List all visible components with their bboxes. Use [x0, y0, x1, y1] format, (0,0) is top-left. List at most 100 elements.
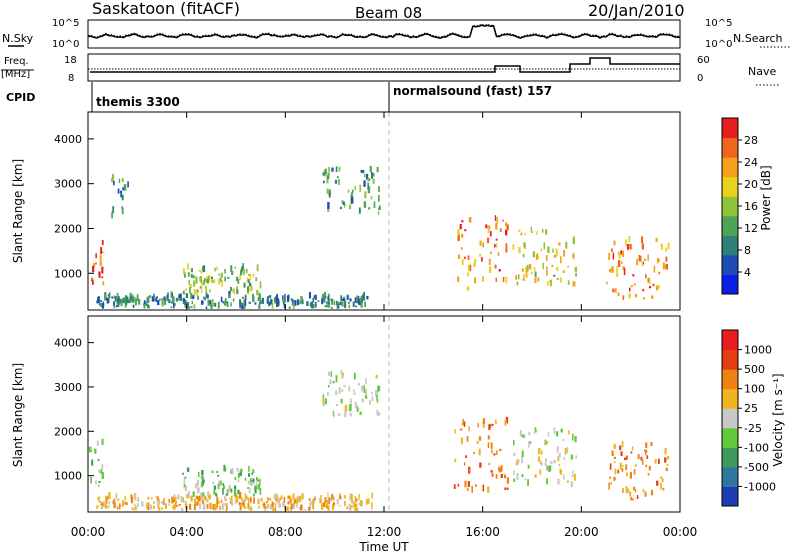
data-cell [665, 256, 668, 262]
data-cell [326, 304, 328, 307]
data-cell [562, 439, 565, 442]
data-cell [524, 232, 527, 236]
data-cell [124, 495, 126, 501]
data-cell [100, 503, 103, 507]
data-cell [539, 460, 542, 464]
nsky-series [87, 24, 680, 39]
data-cell [220, 272, 223, 278]
data-cell [113, 502, 116, 509]
data-cell [329, 379, 332, 385]
data-cell [118, 178, 121, 183]
data-cell [225, 509, 228, 511]
freq-panel-frame [87, 53, 681, 82]
data-cell [343, 201, 345, 205]
data-cell [108, 292, 111, 298]
data-cell [297, 299, 299, 306]
data-cell [310, 501, 313, 506]
data-cell [236, 495, 239, 503]
data-cell [321, 301, 323, 305]
data-cell [461, 259, 464, 265]
data-cell [107, 295, 110, 300]
colorbar-swatch [722, 176, 738, 197]
data-cell [355, 296, 358, 304]
data-cell [98, 469, 100, 473]
data-cell [478, 448, 481, 456]
data-cell [344, 404, 348, 412]
data-cell [457, 254, 461, 259]
data-cell [202, 280, 205, 285]
data-cell [541, 228, 544, 233]
data-cell [363, 291, 365, 299]
data-cell [556, 278, 559, 280]
data-cell [249, 273, 252, 280]
data-cell [153, 299, 155, 301]
data-cell [162, 300, 164, 307]
data-cell [460, 247, 463, 250]
data-cell [547, 281, 549, 286]
data-cell [238, 492, 242, 499]
data-cell [308, 498, 311, 501]
data-cell [216, 497, 219, 505]
data-cell [628, 235, 631, 243]
data-cell [457, 483, 460, 487]
data-cell [215, 505, 218, 509]
data-cell [202, 266, 205, 271]
data-cell [347, 301, 350, 305]
data-cell [101, 464, 104, 470]
data-cell [113, 295, 116, 299]
data-cell [193, 503, 196, 511]
data-cell [210, 276, 213, 280]
data-cell [157, 300, 160, 306]
data-cell [322, 403, 325, 407]
data-cell [247, 480, 250, 485]
data-cell [547, 431, 550, 437]
data-cell [244, 477, 247, 481]
data-cell [148, 502, 150, 506]
data-cell [209, 302, 212, 307]
data-cell [358, 502, 361, 506]
data-cell [195, 276, 198, 284]
data-cell [112, 206, 115, 214]
velocity-colorbar-label: Velocity [m s⁻¹] [771, 373, 785, 466]
data-cell [361, 385, 363, 392]
data-cell [359, 411, 362, 416]
data-cell [648, 466, 651, 471]
data-cell [190, 495, 193, 502]
data-cell [231, 468, 234, 475]
data-cell [98, 271, 101, 278]
data-cell [234, 498, 237, 505]
data-cell [490, 449, 493, 454]
x-tick-label: 12:00 [367, 525, 402, 539]
data-cell [352, 301, 355, 307]
data-cell [617, 260, 621, 267]
data-cell [256, 477, 259, 481]
data-cell [219, 505, 222, 510]
data-cell [99, 254, 102, 260]
freq-label-2: [MHz] [1, 69, 30, 80]
data-cell [490, 470, 493, 473]
data-cell [275, 296, 277, 302]
data-cell [173, 494, 176, 499]
data-cell [521, 268, 524, 272]
data-cell [231, 495, 233, 503]
data-cell [247, 279, 250, 283]
data-cell [296, 496, 299, 504]
data-cell [336, 404, 338, 407]
data-cell [461, 220, 464, 223]
data-cell [127, 181, 129, 188]
data-cell [505, 222, 508, 226]
data-cell [296, 502, 298, 508]
data-cell [252, 493, 255, 497]
data-cell [482, 420, 485, 428]
data-cell [170, 306, 173, 309]
data-cell [274, 507, 277, 511]
data-cell [361, 298, 363, 303]
data-cell [643, 296, 645, 300]
data-cell [168, 299, 171, 303]
data-cell [219, 277, 222, 282]
data-cell [355, 498, 358, 502]
data-cell [248, 473, 251, 477]
data-cell [270, 298, 272, 305]
data-cell [264, 506, 267, 509]
data-cell [453, 484, 456, 489]
